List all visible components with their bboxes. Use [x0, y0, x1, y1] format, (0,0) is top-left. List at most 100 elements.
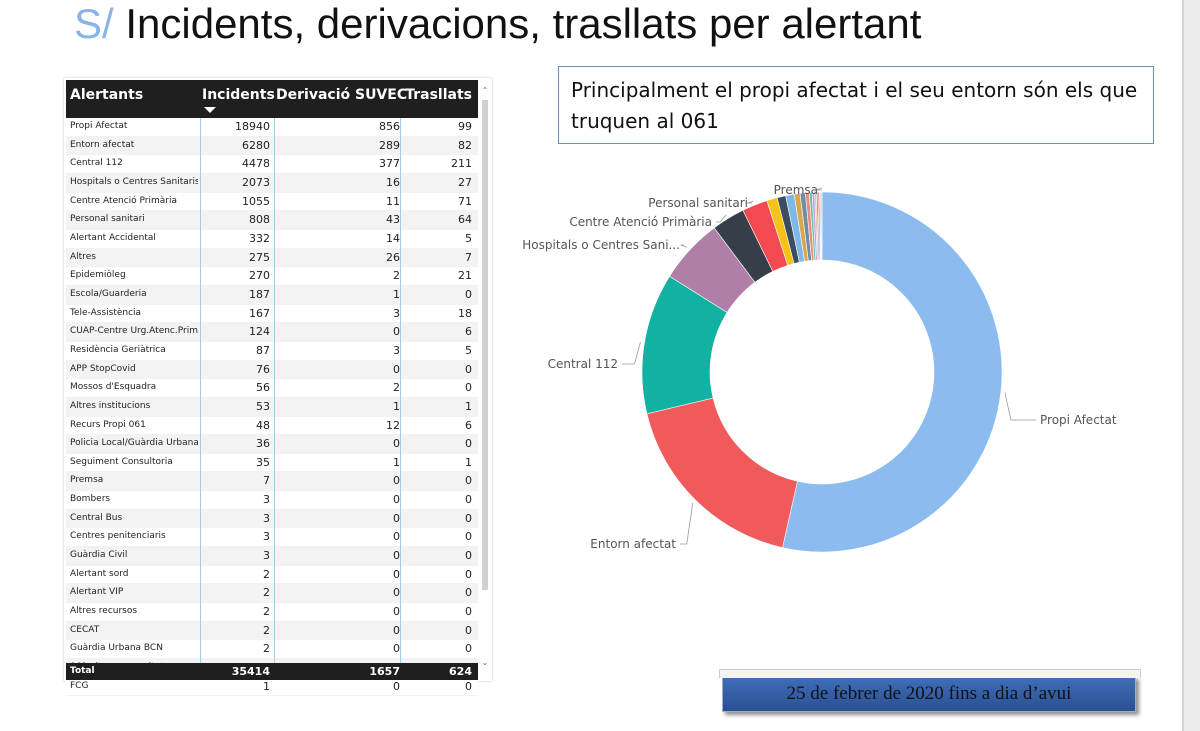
table-row[interactable]: Altres recursos 2 0 0 [66, 603, 478, 622]
cell-incidents: 808 [249, 213, 270, 227]
table-row[interactable]: Mossos d'Esquadra 56 2 0 [66, 379, 478, 398]
cell-alertant: Personal sanitari [70, 214, 145, 225]
cell-trasllats: 0 [465, 642, 472, 656]
cell-derivacio: 26 [386, 250, 400, 264]
table-row[interactable]: Central Bus 3 0 0 [66, 509, 478, 529]
table-row[interactable]: FCG 1 0 0 [66, 677, 478, 697]
cell-incidents: 1055 [242, 194, 270, 208]
table-row[interactable]: Central 112 4478 377 211 [66, 155, 478, 174]
header-derivacio[interactable]: Derivació SUVEC [276, 87, 408, 103]
table-row[interactable]: Hospitals o Centres Sanitaris 2073 16 27 [66, 173, 478, 193]
cell-alertant: Altres institucions [70, 400, 151, 411]
cell-derivacio: 3 [393, 343, 400, 357]
table-row[interactable]: Alertant VIP 2 0 0 [66, 584, 478, 604]
cell-incidents: 53 [256, 399, 270, 413]
scrollbar-thumb[interactable] [482, 100, 488, 590]
cell-alertant: Alertant VIP [70, 587, 124, 598]
cell-trasllats: 5 [465, 231, 472, 245]
cell-trasllats: 1 [465, 455, 472, 469]
cell-derivacio: 0 [393, 567, 400, 581]
table-row[interactable]: Recurs Propi 061 48 12 6 [66, 416, 478, 436]
cell-incidents: 76 [256, 362, 270, 376]
table-row[interactable]: Altres institucions 53 1 1 [66, 397, 478, 417]
cell-trasllats: 0 [465, 549, 472, 563]
column-divider [200, 118, 201, 663]
cell-incidents: 48 [256, 418, 270, 432]
slice-label: Propi Afectat [1040, 413, 1117, 427]
slice-entorn-afectat[interactable] [646, 397, 798, 548]
table-row[interactable]: APP StopCovid 76 0 0 [66, 360, 478, 380]
cell-derivacio: 856 [379, 120, 400, 133]
table-row[interactable]: Centres penitenciaris 3 0 0 [66, 528, 478, 548]
cell-alertant: Alertant Accidental [70, 232, 156, 243]
slice-propi-afectat[interactable] [782, 191, 1003, 553]
table-total-row: Total 35414 1657 624 [66, 663, 478, 680]
label-leader-line [1004, 392, 1036, 421]
table-row[interactable]: Alertant Accidental 332 14 5 [66, 229, 478, 249]
cell-alertant: Residència Geriàtrica [70, 344, 166, 355]
cell-derivacio: 0 [393, 493, 400, 507]
cell-trasllats: 0 [465, 493, 472, 507]
cell-incidents: 2 [263, 586, 270, 600]
cell-trasllats: 82 [458, 138, 472, 152]
table-row[interactable]: CUAP-Centre Urg.Atenc.Primar. 124 0 6 [66, 323, 478, 342]
cell-derivacio: 0 [393, 325, 400, 339]
table-row[interactable]: Residència Geriàtrica 87 3 5 [66, 341, 478, 361]
table-row[interactable]: Alertant sord 2 0 0 [66, 565, 478, 585]
cell-incidents: 2 [263, 642, 270, 656]
table-row[interactable]: Epidemiòleg 270 2 21 [66, 267, 478, 286]
cell-derivacio: 0 [393, 605, 400, 619]
table-scrollbar[interactable]: ⌃ ⌄ [480, 86, 490, 668]
cell-incidents: 4478 [242, 157, 270, 171]
table-row[interactable]: Policia Local/Guàrdia Urbana 36 0 0 [66, 435, 478, 454]
alertants-table-visual: Alertants Incidents Derivació SUVEC Tras… [64, 78, 492, 697]
table-row[interactable]: Tele-Assistència 167 3 18 [66, 304, 478, 324]
header-trasllats[interactable]: Trasllats [405, 87, 472, 103]
cell-derivacio: 0 [393, 474, 400, 488]
table-row[interactable]: Personal sanitari 808 43 64 [66, 211, 478, 230]
cell-trasllats: 0 [465, 530, 472, 544]
cell-alertant: Mossos d'Esquadra [70, 382, 157, 393]
cell-alertant: CUAP-Centre Urg.Atenc.Primar. [70, 326, 198, 337]
cell-trasllats: 0 [465, 623, 472, 637]
cell-incidents: 2 [263, 567, 270, 581]
cell-derivacio: 377 [379, 157, 400, 171]
label-leader-line [622, 342, 641, 365]
cell-incidents: 332 [249, 231, 270, 245]
cell-derivacio: 11 [386, 194, 400, 208]
table-row[interactable]: Guàrdia Urbana BCN 2 0 0 [66, 640, 478, 660]
cell-trasllats: 0 [465, 567, 472, 581]
cell-incidents: 3 [263, 493, 270, 507]
table-row[interactable]: Premsa 7 0 0 [66, 472, 478, 492]
cell-incidents: 18940 [235, 120, 270, 133]
total-label: Total [70, 666, 95, 676]
cell-alertant: Centres penitenciaris [70, 531, 166, 542]
table-row[interactable]: Guàrdia Civil 3 0 0 [66, 547, 478, 566]
chevron-up-icon[interactable]: ⌃ [481, 86, 489, 95]
chevron-down-icon[interactable]: ⌄ [481, 658, 489, 667]
cell-trasllats: 7 [465, 250, 472, 264]
header-alertants[interactable]: Alertants [70, 87, 144, 103]
cell-incidents: 3 [263, 549, 270, 563]
column-divider [400, 118, 401, 663]
cell-incidents: 35 [256, 455, 270, 469]
header-incidents[interactable]: Incidents [202, 87, 275, 103]
table-row[interactable]: Entorn afectat 6280 289 82 [66, 136, 478, 156]
cell-incidents: 6280 [242, 138, 270, 152]
table-row[interactable]: Propi Afectat 18940 856 99 [66, 118, 478, 137]
cell-incidents: 7 [263, 474, 270, 488]
cell-derivacio: 1 [393, 455, 400, 469]
table-row[interactable]: Altres 275 26 7 [66, 248, 478, 268]
cell-incidents: 56 [256, 381, 270, 395]
table-row[interactable]: CECAT 2 0 0 [66, 621, 478, 641]
cell-derivacio: 1 [393, 287, 400, 301]
table-row[interactable]: Bombers 3 0 0 [66, 491, 478, 510]
cell-derivacio: 0 [393, 437, 400, 451]
slice-label: Personal sanitari [648, 196, 748, 210]
cell-trasllats: 71 [458, 194, 472, 208]
table-row[interactable]: Escola/Guarderia 187 1 0 [66, 285, 478, 305]
cell-derivacio: 0 [393, 511, 400, 525]
table-row[interactable]: Centre Atenció Primària 1055 11 71 [66, 192, 478, 212]
table-row[interactable]: Seguiment Consultoria 35 1 1 [66, 453, 478, 473]
slice-label: Centre Atenció Primària [569, 215, 712, 229]
